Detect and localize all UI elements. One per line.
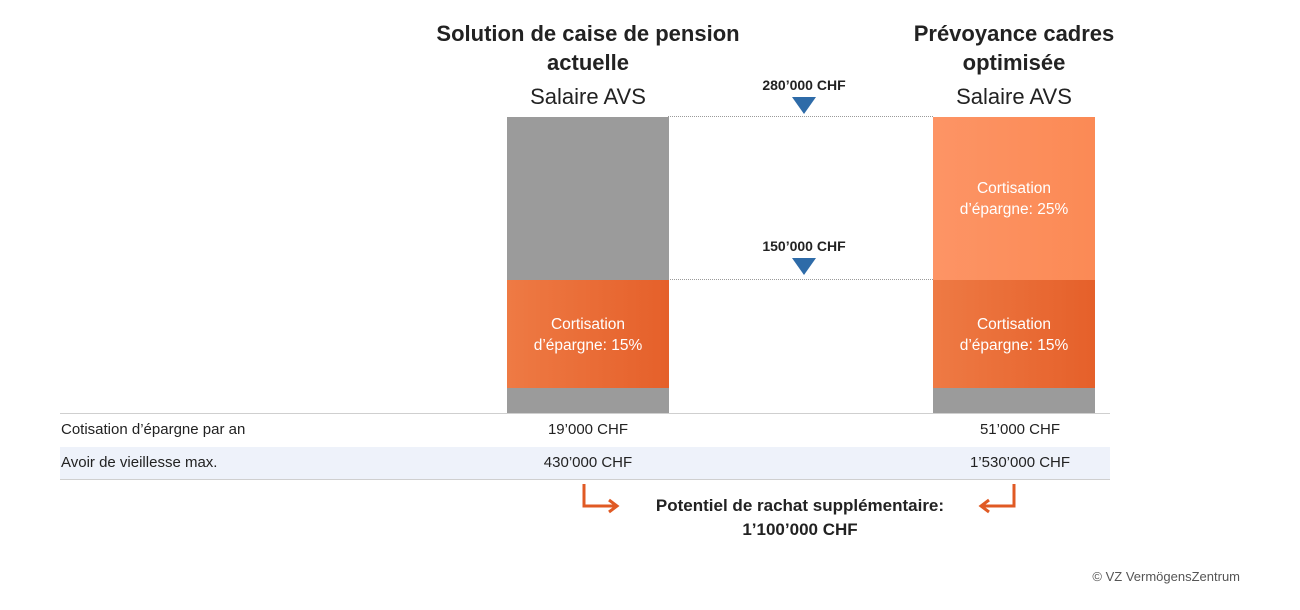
optimized-savings-label-25: Cortisation d’épargne: 25% (933, 178, 1095, 220)
table-cell-current: 430’000 CHF (543, 454, 633, 471)
table-top-border (60, 413, 1110, 414)
rachat-arrow-right-icon (978, 484, 1016, 514)
rachat-arrow-left-icon (582, 484, 620, 514)
threshold-line-150000 (668, 279, 933, 280)
table-cell-optimized: 51’000 CHF (979, 421, 1061, 438)
optimized-savings-label-25-line1: Cortisation (976, 180, 1052, 197)
rachat-potential-value: 1’100’000 CHF (742, 520, 858, 539)
optimized-savings-block-25 (933, 117, 1095, 280)
current-savings-block-15 (507, 280, 669, 388)
current-savings-label-15-line2: d’épargne: 15% (533, 337, 643, 354)
column-title-optimized-line2: optimisée (962, 50, 1066, 75)
threshold-label-280000: 280’000 CHF (762, 77, 846, 93)
threshold-arrow-280000-icon (792, 97, 816, 114)
current-base-block (507, 388, 669, 413)
threshold-label-150000: 150’000 CHF (762, 238, 846, 254)
column-subtitle-current: Salaire AVS (530, 84, 646, 109)
table-cell-optimized: 1’530’000 CHF (969, 454, 1071, 471)
column-title-current-line2: actuelle (547, 50, 629, 75)
current-savings-label-15: Cortisation d’épargne: 15% (507, 314, 669, 356)
threshold-arrow-150000-icon (792, 258, 816, 275)
rachat-potential: Potentiel de rachat supplémentaire: 1’10… (600, 494, 1000, 542)
table-row-label: Cotisation d’épargne par an (61, 421, 246, 438)
copyright-notice: © VZ VermögensZentrum (1092, 569, 1240, 584)
column-subtitle-optimized: Salaire AVS (956, 84, 1072, 109)
table-row-label: Avoir de vieillesse max. (61, 454, 218, 471)
optimized-savings-label-25-line2: d’épargne: 25% (959, 201, 1069, 218)
table-bottom-border (60, 479, 1110, 480)
column-title-optimized: Prévoyance cadres optimisée (874, 19, 1154, 77)
current-uncovered-block (507, 117, 669, 280)
table-row-avoir: Avoir de vieillesse max. 430’000 CHF 1’5… (60, 447, 1110, 479)
current-savings-label-15-line1: Cortisation (550, 316, 626, 333)
column-title-current: Solution de caise de pension actuelle (418, 19, 758, 77)
column-title-current-line1: Solution de caise de pension (436, 21, 740, 46)
table-row-cotisation: Cotisation d’épargne par an 19’000 CHF 5… (60, 414, 1110, 446)
optimized-savings-block-15 (933, 280, 1095, 388)
optimized-savings-label-15-line1: Cortisation (976, 316, 1052, 333)
optimized-savings-label-15-line2: d’épargne: 15% (959, 337, 1069, 354)
threshold-line-280000 (668, 116, 933, 117)
optimized-base-block (933, 388, 1095, 413)
rachat-potential-label: Potentiel de rachat supplémentaire: (655, 496, 945, 515)
column-title-optimized-line1: Prévoyance cadres (913, 21, 1115, 46)
optimized-savings-label-15: Cortisation d’épargne: 15% (933, 314, 1095, 356)
table-cell-current: 19’000 CHF (547, 421, 629, 438)
